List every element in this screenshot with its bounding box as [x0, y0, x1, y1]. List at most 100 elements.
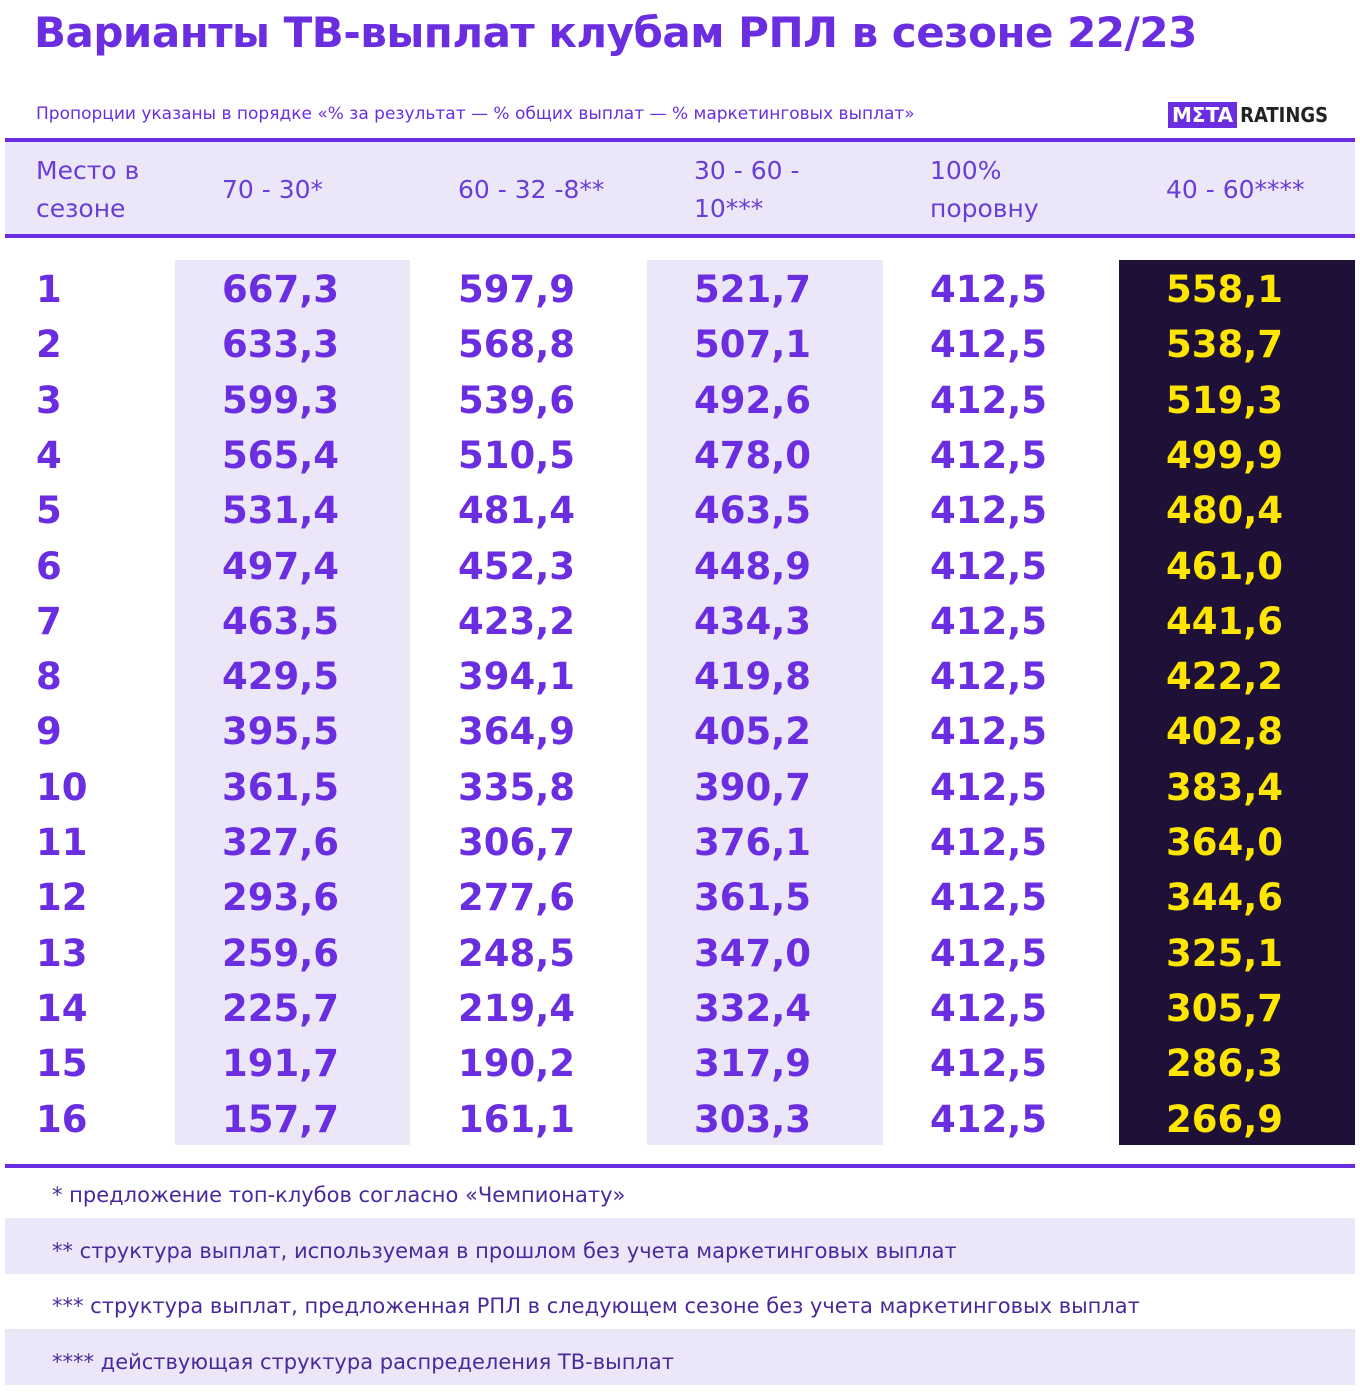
cell-value: 225,7: [222, 986, 340, 1030]
cell-value: 423,2: [458, 599, 576, 643]
cell-value: 412,5: [930, 821, 1048, 864]
logo-mark: MΣTA: [1168, 102, 1238, 128]
row-rank: 7: [36, 599, 62, 643]
cell-value: 507,1: [694, 323, 812, 367]
cell-value: 325,1: [1166, 931, 1284, 975]
cell-value: 344,6: [1166, 876, 1284, 920]
footnote: ** структура выплат, используемая в прош…: [52, 1238, 957, 1263]
cell-value: 497,4: [222, 544, 340, 588]
cell-value: 412,5: [930, 1042, 1048, 1086]
cell-value: 412,5: [930, 655, 1048, 699]
row-rank: 15: [36, 1042, 88, 1086]
cell-value: 412,5: [930, 765, 1048, 809]
subtitle: Пропорции указаны в порядке «% за резуль…: [36, 104, 915, 124]
footnote-band: [5, 1218, 1355, 1274]
cell-value: 364,0: [1166, 821, 1284, 864]
cell-value: 461,0: [1166, 544, 1284, 588]
row-rank: 3: [36, 378, 62, 422]
cell-value: 633,3: [222, 323, 340, 367]
cell-value: 402,8: [1166, 710, 1284, 754]
cell-value: 361,5: [694, 876, 812, 920]
cell-value: 419,8: [694, 655, 812, 699]
cell-value: 383,4: [1166, 765, 1284, 809]
cell-value: 412,5: [930, 1097, 1048, 1141]
cell-value: 568,8: [458, 323, 576, 367]
cell-value: 492,6: [694, 378, 812, 422]
cell-value: 190,2: [458, 1042, 576, 1086]
cell-value: 303,3: [694, 1097, 812, 1141]
column-shade: [647, 260, 883, 1145]
column-header: 100% поровну: [930, 156, 1039, 223]
cell-value: 481,4: [458, 489, 576, 533]
column-header: Место в сезоне: [36, 156, 140, 223]
cell-value: 412,5: [930, 931, 1048, 975]
cell-value: 395,5: [222, 710, 340, 754]
cell-value: 412,5: [930, 378, 1048, 422]
cell-value: 412,5: [930, 599, 1048, 643]
cell-value: 332,4: [694, 986, 812, 1030]
column-header: 70 - 30*: [222, 175, 324, 204]
cell-value: 376,1: [694, 821, 812, 864]
cell-value: 161,1: [458, 1097, 576, 1141]
cell-value: 361,5: [222, 765, 340, 809]
cell-value: 480,4: [1166, 489, 1284, 533]
logo-text: RATINGS: [1240, 103, 1329, 127]
divider: [5, 1164, 1355, 1168]
cell-value: 412,5: [930, 986, 1048, 1030]
cell-value: 293,6: [222, 876, 340, 920]
footnote-band: [5, 1329, 1355, 1385]
row-rank: 13: [36, 931, 88, 975]
cell-value: 364,9: [458, 710, 576, 754]
cell-value: 597,9: [458, 268, 576, 311]
row-rank: 4: [36, 433, 62, 477]
row-rank: 9: [36, 710, 62, 754]
cell-value: 347,0: [694, 931, 812, 975]
cell-value: 565,4: [222, 433, 340, 477]
column-shade: [175, 260, 410, 1145]
cell-value: 412,5: [930, 489, 1048, 533]
row-rank: 12: [36, 876, 88, 920]
row-rank: 8: [36, 655, 62, 699]
logo: MΣTA RATINGS: [1168, 102, 1328, 128]
row-rank: 1: [36, 268, 62, 311]
cell-value: 412,5: [930, 710, 1048, 754]
cell-value: 286,3: [1166, 1042, 1284, 1086]
row-rank: 11: [36, 821, 88, 864]
cell-value: 531,4: [222, 489, 340, 533]
column-highlight: [1119, 260, 1355, 1145]
footnote: **** действующая структура распределения…: [52, 1349, 674, 1374]
cell-value: 558,1: [1166, 268, 1284, 311]
cell-value: 538,7: [1166, 323, 1284, 367]
cell-value: 478,0: [694, 433, 812, 477]
row-rank: 14: [36, 986, 88, 1030]
cell-value: 412,5: [930, 268, 1048, 311]
column-header: 40 - 60****: [1166, 175, 1305, 204]
cell-value: 266,9: [1166, 1097, 1284, 1141]
row-rank: 5: [36, 489, 62, 533]
cell-value: 463,5: [222, 599, 340, 643]
cell-value: 521,7: [694, 268, 812, 311]
row-rank: 2: [36, 323, 62, 367]
cell-value: 463,5: [694, 489, 812, 533]
title: Варианты ТВ-выплат клубам РПЛ в сезоне 2…: [34, 8, 1197, 57]
cell-value: 452,3: [458, 544, 576, 588]
cell-value: 510,5: [458, 433, 576, 477]
cell-value: 157,7: [222, 1097, 340, 1141]
cell-value: 412,5: [930, 544, 1048, 588]
cell-value: 434,3: [694, 599, 812, 643]
cell-value: 412,5: [930, 876, 1048, 920]
cell-value: 429,5: [222, 655, 340, 699]
cell-value: 327,6: [222, 821, 340, 864]
cell-value: 405,2: [694, 710, 812, 754]
cell-value: 390,7: [694, 765, 812, 809]
cell-value: 448,9: [694, 544, 812, 588]
cell-value: 248,5: [458, 931, 576, 975]
cell-value: 412,5: [930, 433, 1048, 477]
cell-value: 277,6: [458, 876, 576, 920]
cell-value: 539,6: [458, 378, 576, 422]
row-rank: 6: [36, 544, 62, 588]
row-rank: 16: [36, 1097, 88, 1141]
cell-value: 305,7: [1166, 986, 1284, 1030]
cell-value: 667,3: [222, 268, 340, 311]
